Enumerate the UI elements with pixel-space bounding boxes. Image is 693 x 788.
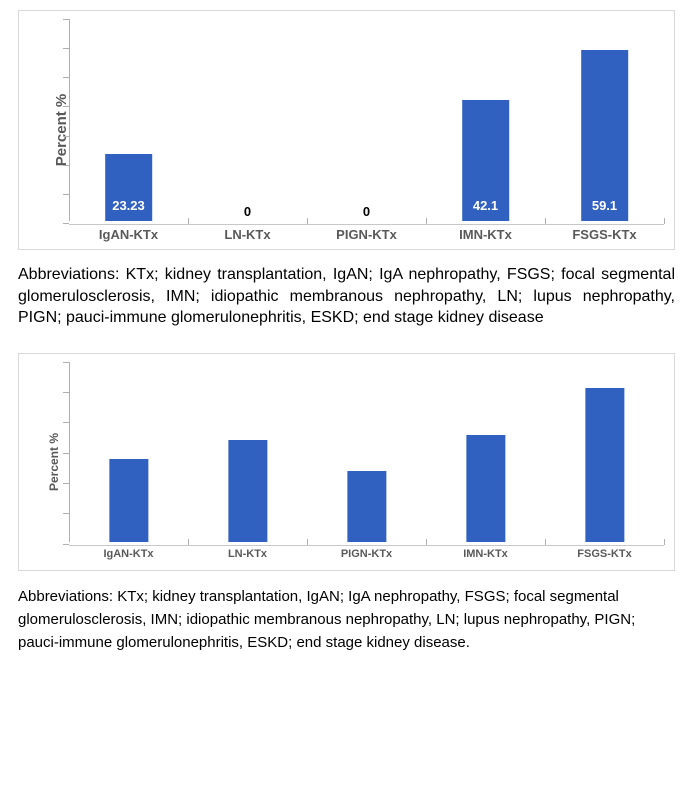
- bar-slot: 14.2: [426, 362, 545, 542]
- chart-2-x-axis-line: [69, 545, 664, 546]
- x-tick-mark: [307, 539, 308, 545]
- bar: 59.1: [581, 50, 629, 221]
- caption-1: Abbreviations: KTx; kidney transplantati…: [18, 264, 675, 329]
- bar-value-label: 11.1: [69, 444, 188, 456]
- bar: [585, 388, 624, 541]
- x-tick-label: FSGS-KTx: [545, 548, 664, 560]
- bar-value-label: 13.6: [188, 425, 307, 437]
- bar-slot: 42.1: [426, 19, 545, 221]
- x-tick-mark: [664, 218, 665, 224]
- bar-value-label: 9.5: [307, 456, 426, 468]
- bar-slot: 9.5: [307, 362, 426, 542]
- x-tick-label: PIGN-KTx: [307, 548, 426, 560]
- bar-value-label: 14.2: [426, 420, 545, 432]
- x-tick-mark: [307, 218, 308, 224]
- bar: [228, 440, 267, 542]
- bar: 42.1: [462, 100, 510, 221]
- x-tick-mark: [188, 539, 189, 545]
- x-tick-label: LN-KTx: [188, 227, 307, 242]
- x-tick-label: LN-KTx: [188, 548, 307, 560]
- bar-zero-label: 0: [188, 204, 307, 219]
- bar-zero-label: 0: [307, 204, 426, 219]
- chart-1-plot-area: 23.23 00 42.1 59.1: [69, 19, 664, 221]
- bar-value-label: 20.45: [545, 373, 664, 385]
- x-tick-label: FSGS-KTx: [545, 227, 664, 242]
- bar-slot: 20.45: [545, 362, 664, 542]
- bar-value-label: 42.1: [462, 198, 510, 213]
- bar-slot: 13.6: [188, 362, 307, 542]
- page-container: Percent % 23.230042.159.1 IgAN-KTxLN-KTx…: [0, 0, 693, 697]
- bar: 23.23: [105, 154, 153, 221]
- chart-1-x-axis: IgAN-KTxLN-KTxPIGN-KTxIMN-KTxFSGS-KTx: [69, 221, 664, 249]
- x-tick-label: IgAN-KTx: [69, 548, 188, 560]
- x-tick-label: IMN-KTx: [426, 548, 545, 560]
- x-tick-mark: [426, 539, 427, 545]
- bar-slot: 59.1: [545, 19, 664, 221]
- bar: [466, 435, 505, 542]
- chart-2-frame: Percent % 11.113.6 9.5 14.2 20.45 IgAN-KTxL…: [18, 353, 675, 571]
- bar-value-label: 23.23: [105, 198, 153, 213]
- x-tick-label: IgAN-KTx: [69, 227, 188, 242]
- bar-slot: 23.23: [69, 19, 188, 221]
- bar: [109, 459, 148, 542]
- chart-1-y-title: Percent %: [53, 94, 70, 167]
- chart-1: Percent % 23.23 00 42.1 59.1 IgAN-KTxLN-KTx…: [18, 10, 675, 250]
- x-tick-mark: [426, 218, 427, 224]
- x-tick-label: IMN-KTx: [426, 227, 545, 242]
- chart-1-x-axis-line: [69, 224, 664, 225]
- bar-value-label: 59.1: [581, 198, 629, 213]
- chart-2-x-axis: IgAN-KTxLN-KTxPIGN-KTxIMN-KTxFSGS-KTx: [69, 542, 664, 570]
- caption-2: Abbreviations: KTx; kidney transplantati…: [18, 585, 675, 655]
- x-tick-mark: [545, 539, 546, 545]
- chart-2-plot-area: 11.113.6 9.5 14.2 20.45: [69, 362, 664, 542]
- chart-1-frame: Percent % 23.23 00 42.1 59.1 IgAN-KTxLN-KTx…: [18, 10, 675, 250]
- x-tick-mark: [664, 539, 665, 545]
- chart-2-y-title: Percent %: [47, 433, 61, 491]
- bar-slot: 11.1: [69, 362, 188, 542]
- x-tick-label: PIGN-KTx: [307, 227, 426, 242]
- x-tick-mark: [545, 218, 546, 224]
- bar-slot: 0: [307, 19, 426, 221]
- chart-2: Percent % 11.113.6 9.5 14.2 20.45 IgAN-KTxL…: [18, 353, 675, 571]
- x-tick-mark: [188, 218, 189, 224]
- bar: [347, 471, 386, 542]
- bar-slot: 0: [188, 19, 307, 221]
